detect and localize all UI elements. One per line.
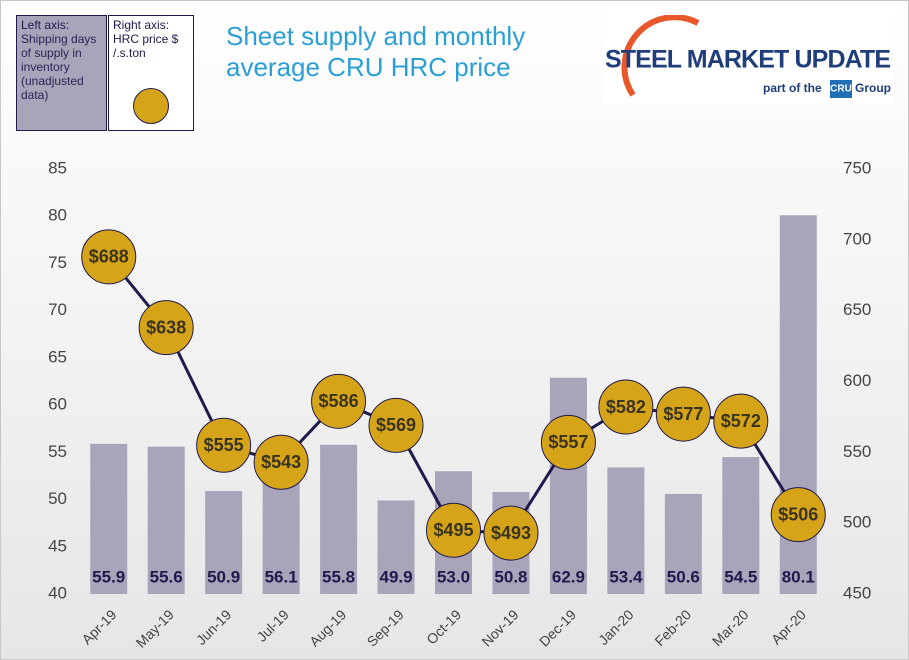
bar (549, 377, 587, 594)
point-label: $543 (261, 452, 301, 472)
point (311, 373, 367, 429)
y2-tick-label: 700 (843, 229, 871, 248)
x-tick-label: Nov-19 (478, 606, 521, 649)
point-label: $638 (146, 317, 186, 337)
y-tick-label: 80 (48, 206, 67, 225)
chart-title: Sheet supply and monthly average CRU HRC… (226, 21, 526, 82)
logo-box (830, 80, 852, 98)
legend-heading: Left axis: (21, 18, 70, 32)
point (598, 379, 654, 435)
logo-group: Group (855, 81, 891, 95)
y2-tick-label: 600 (843, 371, 871, 390)
bar-label: 50.6 (667, 567, 700, 586)
y2-tick-label: 750 (843, 158, 871, 177)
bar-label: 49.9 (379, 567, 412, 586)
x-tick-label: Aug-19 (306, 606, 349, 649)
bar-label: 55.6 (150, 567, 183, 586)
point-label: $555 (204, 435, 244, 455)
bar (147, 446, 185, 594)
left-legend: Left axis: Shipping days of supply in in… (16, 15, 107, 131)
x-tick-label: Dec-19 (536, 606, 579, 649)
x-tick-label: May-19 (133, 606, 177, 650)
point-label: $569 (376, 415, 416, 435)
logo: STEEL MARKET UPDATE part of the CRU Grou… (603, 15, 894, 104)
point (540, 414, 596, 470)
y-tick-label: 60 (48, 395, 67, 414)
point (196, 417, 252, 473)
y-tick-label: 40 (48, 583, 67, 602)
y-tick-label: 65 (48, 347, 67, 366)
legend-text: Shipping days of supply in inventory (un… (21, 32, 97, 102)
point (138, 300, 194, 356)
point (81, 229, 137, 285)
bar (607, 467, 645, 594)
logo-tagline: part of the (763, 81, 822, 95)
point-label: $495 (433, 520, 473, 540)
bar-label: 55.9 (92, 567, 125, 586)
y2-tick-label: 450 (843, 583, 871, 602)
bar (90, 443, 128, 594)
bar (722, 457, 760, 594)
y-tick-label: 75 (48, 253, 67, 272)
x-tick-label: Feb-20 (651, 606, 694, 649)
bar-label: 54.5 (724, 567, 757, 586)
y2-tick-label: 500 (843, 513, 871, 532)
point-label: $493 (491, 523, 531, 543)
bar-label: 53.4 (609, 567, 643, 586)
y-tick-label: 55 (48, 442, 67, 461)
x-tick-label: Mar-20 (709, 606, 752, 649)
bar-label: 56.1 (265, 567, 298, 586)
legend-text: HRC price $ /.s.ton (113, 32, 179, 60)
y-tick-label: 50 (48, 489, 67, 508)
logo-art: STEEL MARKET UPDATE part of the CRU Grou… (605, 15, 891, 98)
legend-swatch (133, 88, 169, 124)
point (713, 393, 769, 449)
bar-label: 55.8 (322, 567, 355, 586)
logo-brand: STEEL MARKET UPDATE (605, 46, 891, 74)
point-label: $557 (548, 432, 588, 452)
x-tick-label: Jan-20 (595, 606, 637, 648)
bar-label: 80.1 (782, 567, 815, 586)
point (655, 386, 711, 442)
bar (664, 493, 702, 594)
x-tick-label: Oct-19 (423, 606, 464, 647)
y2-tick-label: 550 (843, 442, 871, 461)
bar (377, 500, 415, 594)
point (253, 434, 309, 490)
logo-swoosh (621, 15, 700, 97)
x-tick-label: Jul-19 (254, 606, 292, 644)
y-tick-label: 45 (48, 536, 67, 555)
x-tick-label: Apr-19 (78, 606, 119, 647)
point-label: $506 (778, 504, 818, 524)
point-label: $688 (89, 247, 129, 267)
bar-label: 53.0 (437, 567, 470, 586)
legend-heading: Right axis: (113, 18, 170, 32)
point-label: $577 (663, 404, 703, 424)
y-tick-label: 70 (48, 300, 67, 319)
point (770, 487, 826, 543)
bar (205, 491, 243, 594)
x-tick-label: Sep-19 (364, 606, 407, 649)
bar-label: 62.9 (552, 567, 585, 586)
logo-mark: CRU (830, 84, 852, 95)
point (368, 397, 424, 453)
x-tick-label: Apr-20 (768, 606, 809, 647)
bar-label: 50.9 (207, 567, 240, 586)
point-label: $572 (721, 411, 761, 431)
point (426, 502, 481, 558)
point (483, 505, 539, 561)
x-tick-label: Jun-19 (193, 606, 235, 648)
y-tick-label: 85 (48, 158, 67, 177)
point-label: $582 (606, 397, 646, 417)
bar-label: 50.8 (494, 567, 527, 586)
right-legend: Right axis: HRC price $ /.s.ton (108, 15, 194, 131)
y2-tick-label: 650 (843, 300, 871, 319)
point-label: $586 (319, 391, 359, 411)
bar (320, 444, 358, 594)
